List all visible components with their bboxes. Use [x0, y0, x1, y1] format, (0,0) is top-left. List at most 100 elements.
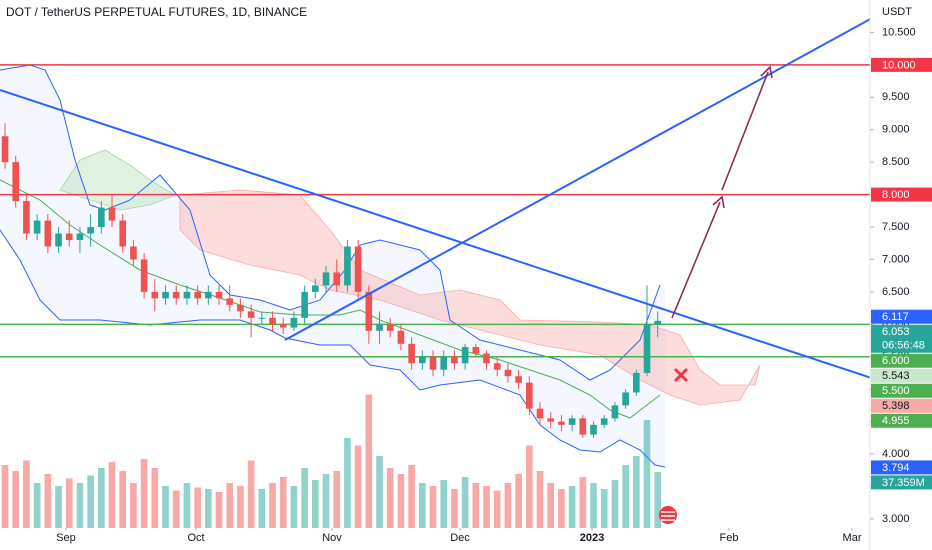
candle-body	[622, 392, 629, 406]
x-tick-label: Feb	[719, 532, 738, 544]
y-tick-label: 7.500	[882, 221, 910, 233]
candle-body	[376, 324, 383, 331]
candle-body	[194, 291, 201, 299]
cloud-bearish	[179, 189, 761, 406]
x-tick-label: 2023	[580, 532, 604, 544]
price-label-box	[871, 398, 932, 413]
volume-bar	[162, 486, 169, 528]
price-label: 6.117	[882, 311, 909, 323]
trendline-up	[284, 0, 906, 341]
candle-body	[515, 376, 522, 383]
candle-body	[451, 356, 458, 364]
candle-body	[312, 285, 319, 292]
candle-body	[611, 405, 619, 419]
lower-band	[0, 229, 666, 468]
volume-bar	[558, 489, 565, 528]
y-tick-label: 3.000	[882, 513, 910, 525]
price-label: 5.543	[882, 370, 910, 382]
drawings	[0, 0, 932, 524]
volume-bar	[290, 486, 298, 528]
candle-body	[98, 207, 105, 228]
x-tick-label: Mar	[843, 532, 862, 544]
candle-body	[386, 324, 394, 331]
volume-bar	[622, 465, 629, 528]
trendline-down	[0, 89, 932, 399]
candle-body	[108, 207, 116, 221]
volume-bar	[140, 459, 148, 528]
volume-bar	[12, 471, 20, 528]
candle-body	[558, 421, 565, 425]
basis-line	[0, 179, 661, 419]
candle-body	[290, 317, 298, 328]
price-label: 4.955	[882, 415, 910, 427]
price-label: 6.053	[882, 326, 910, 338]
price-label: 6.000	[882, 355, 910, 367]
levels	[0, 64, 870, 358]
candle-body	[172, 291, 180, 299]
volume-bar	[493, 490, 501, 528]
logo-stripes	[661, 511, 675, 521]
y-tick-label: 7.000	[882, 253, 910, 265]
candle-body	[183, 291, 191, 299]
price-label: 3.794	[882, 462, 910, 474]
volume-bar	[301, 468, 308, 528]
candle-body	[301, 291, 308, 318]
volume-bar	[312, 480, 319, 528]
candle-body	[632, 372, 640, 393]
candle-body	[483, 353, 490, 364]
volume-bar	[429, 486, 437, 528]
volume-bar	[376, 456, 383, 528]
price-label: 5.398	[882, 400, 910, 412]
candle-body	[162, 291, 169, 299]
candle-body	[461, 347, 469, 364]
volume-bar	[258, 489, 266, 528]
volume-bar	[333, 471, 341, 528]
candle-body	[151, 291, 159, 299]
volume-bar	[354, 445, 362, 528]
candle-body	[365, 291, 373, 331]
volume-bar	[600, 489, 608, 528]
candle-body	[590, 424, 597, 435]
candle-body	[419, 356, 426, 364]
volume-bar	[98, 468, 105, 528]
volume-bar	[322, 474, 330, 528]
volume-bar	[611, 480, 619, 528]
axis: 3.0003.5004.0004.5005.0005.5006.0006.500…	[56, 26, 932, 544]
price-label-box	[871, 353, 932, 368]
candle-body	[140, 259, 148, 292]
candle-body	[87, 227, 94, 234]
candle-body	[119, 220, 127, 247]
logo-icon	[659, 506, 677, 524]
arrow	[671, 201, 721, 319]
candle-body	[354, 246, 362, 292]
candle-body	[322, 272, 330, 286]
y-tick-label: 8.500	[882, 156, 910, 168]
x-tick-label: Oct	[187, 532, 204, 544]
volume-bar	[76, 483, 84, 528]
candle-body	[333, 272, 341, 286]
volume-bar	[87, 475, 94, 528]
volume-bar	[205, 489, 212, 528]
price-label: 8.000	[882, 189, 910, 201]
volume-bar	[247, 460, 255, 528]
candle-body	[12, 162, 20, 202]
candle-body	[55, 233, 62, 247]
price-label-box	[871, 324, 932, 353]
volume-bar	[215, 492, 223, 528]
volume-bar	[151, 468, 159, 528]
volume-bar	[472, 483, 480, 528]
candle-body	[205, 291, 212, 299]
candle-body	[654, 320, 662, 325]
price-label-box	[871, 57, 932, 72]
volume-bar	[237, 486, 244, 528]
candle-body	[279, 324, 287, 328]
price-label-box	[871, 413, 932, 428]
candle-body	[493, 363, 501, 370]
candle-body	[579, 418, 587, 435]
x-tick-label: Dec	[450, 532, 470, 544]
volume-bar	[579, 477, 587, 528]
candle-body	[226, 298, 234, 305]
volume-bar	[504, 483, 512, 528]
candle-body	[643, 324, 651, 373]
